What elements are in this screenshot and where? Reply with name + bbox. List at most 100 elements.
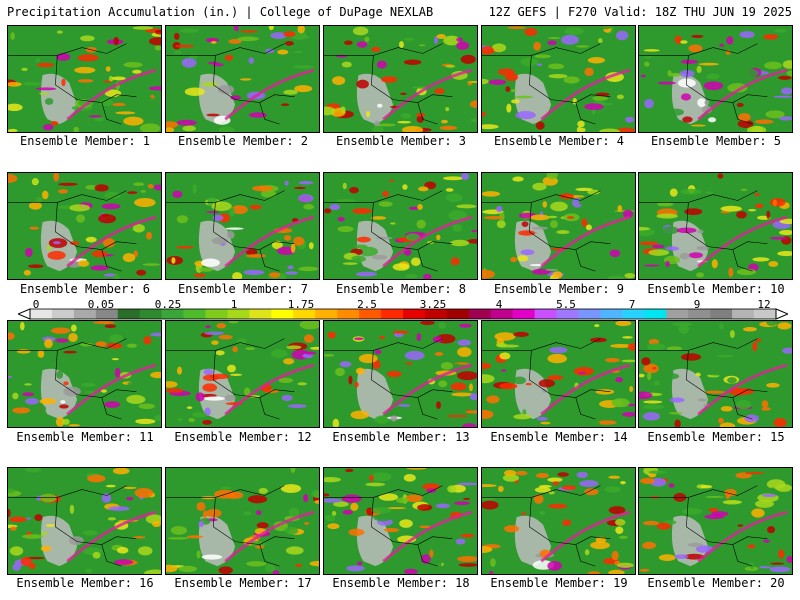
- ensemble-member-label: Ensemble Member: 7: [177, 282, 309, 296]
- precip-blob: [505, 86, 511, 92]
- precip-blob: [456, 482, 477, 486]
- precip-blob: [482, 191, 501, 197]
- ensemble-member-map: [165, 467, 320, 575]
- precip-blob: [752, 257, 770, 262]
- precip-blob: [59, 404, 69, 409]
- precip-blob: [510, 256, 518, 263]
- precip-blob: [482, 500, 499, 510]
- precip-blob: [399, 519, 413, 528]
- precip-blob: [418, 186, 429, 192]
- precip-blob: [604, 358, 620, 363]
- precip-blob: [127, 191, 138, 195]
- precip-blob: [303, 494, 309, 503]
- precip-blob: [304, 522, 310, 525]
- precip-blob: [336, 199, 357, 203]
- precip-blob: [314, 500, 319, 504]
- precip-blob: [604, 486, 621, 493]
- precip-blob: [521, 512, 526, 516]
- heavy-precip-band: [382, 363, 473, 416]
- precip-blob: [132, 69, 142, 74]
- precip-blob: [482, 484, 497, 488]
- precip-blob: [502, 474, 520, 482]
- precip-blob: [769, 198, 786, 207]
- precip-blob: [218, 126, 235, 132]
- colorbar-segment: [490, 309, 513, 319]
- precip-blob: [327, 331, 336, 339]
- precip-blob: [154, 45, 161, 51]
- precip-blob: [680, 93, 692, 101]
- ensemble-member-map: [7, 320, 162, 428]
- precip-blob: [272, 570, 280, 574]
- precip-blob: [329, 204, 341, 211]
- precip-blob: [486, 395, 500, 404]
- precip-blob: [438, 380, 448, 388]
- precip-blob: [386, 370, 402, 378]
- precip-blob: [133, 182, 145, 187]
- colorbar-segment: [337, 309, 360, 319]
- precip-blob: [424, 181, 437, 190]
- precip-blob: [203, 510, 208, 519]
- precip-blob: [432, 336, 443, 343]
- precip-blob: [578, 371, 586, 375]
- precip-blob: [581, 545, 591, 548]
- colorbar-segment: [183, 309, 206, 319]
- precip-blob: [73, 126, 79, 132]
- precip-blob: [761, 493, 777, 498]
- heavy-precip-band: [224, 68, 315, 121]
- precip-blob: [107, 517, 117, 521]
- precip-blob: [346, 565, 365, 572]
- precip-blob: [615, 526, 624, 534]
- precip-blob: [283, 358, 295, 365]
- precip-blob: [532, 182, 547, 191]
- precip-blob: [167, 321, 189, 326]
- precip-blob: [203, 368, 213, 376]
- precip-blob: [150, 371, 161, 379]
- precip-blob: [668, 483, 675, 488]
- precip-blob: [534, 54, 551, 59]
- precip-blob: [193, 273, 206, 278]
- precip-blob: [85, 236, 97, 243]
- dry-region: [198, 515, 236, 567]
- colorbar-segment: [51, 309, 75, 319]
- precip-blob: [563, 76, 580, 84]
- precip-blob: [585, 224, 592, 231]
- colorbar-tick-label: 4: [495, 298, 503, 311]
- precip-blob: [102, 238, 116, 248]
- precip-blob: [377, 123, 396, 127]
- precip-blob: [290, 468, 296, 474]
- precip-blob: [640, 74, 646, 78]
- colorbar-segment: [249, 309, 272, 319]
- precip-blob: [283, 235, 292, 241]
- ensemble-member-label: Ensemble Member: 10: [647, 282, 785, 296]
- precip-blob: [639, 568, 650, 572]
- heavy-precip-band: [224, 363, 315, 416]
- precip-blob: [440, 362, 454, 370]
- precip-blob: [372, 126, 384, 132]
- precip-blob: [46, 245, 52, 251]
- precip-blob: [349, 186, 359, 194]
- precip-blob: [69, 204, 90, 212]
- precip-blob: [740, 46, 755, 55]
- precip-blob: [445, 64, 456, 68]
- country-borders: [324, 43, 453, 125]
- precip-blob: [324, 493, 330, 497]
- precip-blob: [324, 353, 335, 357]
- precip-blob: [176, 246, 194, 249]
- precip-blob: [483, 215, 504, 220]
- precip-blob: [90, 265, 109, 271]
- ensemble-member-label: Ensemble Member: 13: [332, 430, 470, 444]
- precip-blob: [447, 485, 457, 493]
- precip-blob: [238, 53, 248, 62]
- precip-blob: [23, 269, 31, 276]
- colorbar-tick-label: 7: [628, 298, 636, 311]
- precip-blob: [403, 37, 415, 41]
- precip-blob: [104, 324, 117, 329]
- country-borders: [166, 190, 295, 272]
- precip-blob: [324, 477, 341, 483]
- ensemble-member-label: Ensemble Member: 18: [332, 576, 470, 590]
- precip-blob: [103, 369, 114, 373]
- precip-blob: [201, 82, 218, 87]
- precip-blob: [47, 250, 66, 260]
- precip-blob: [656, 202, 674, 207]
- precip-blob: [704, 390, 726, 394]
